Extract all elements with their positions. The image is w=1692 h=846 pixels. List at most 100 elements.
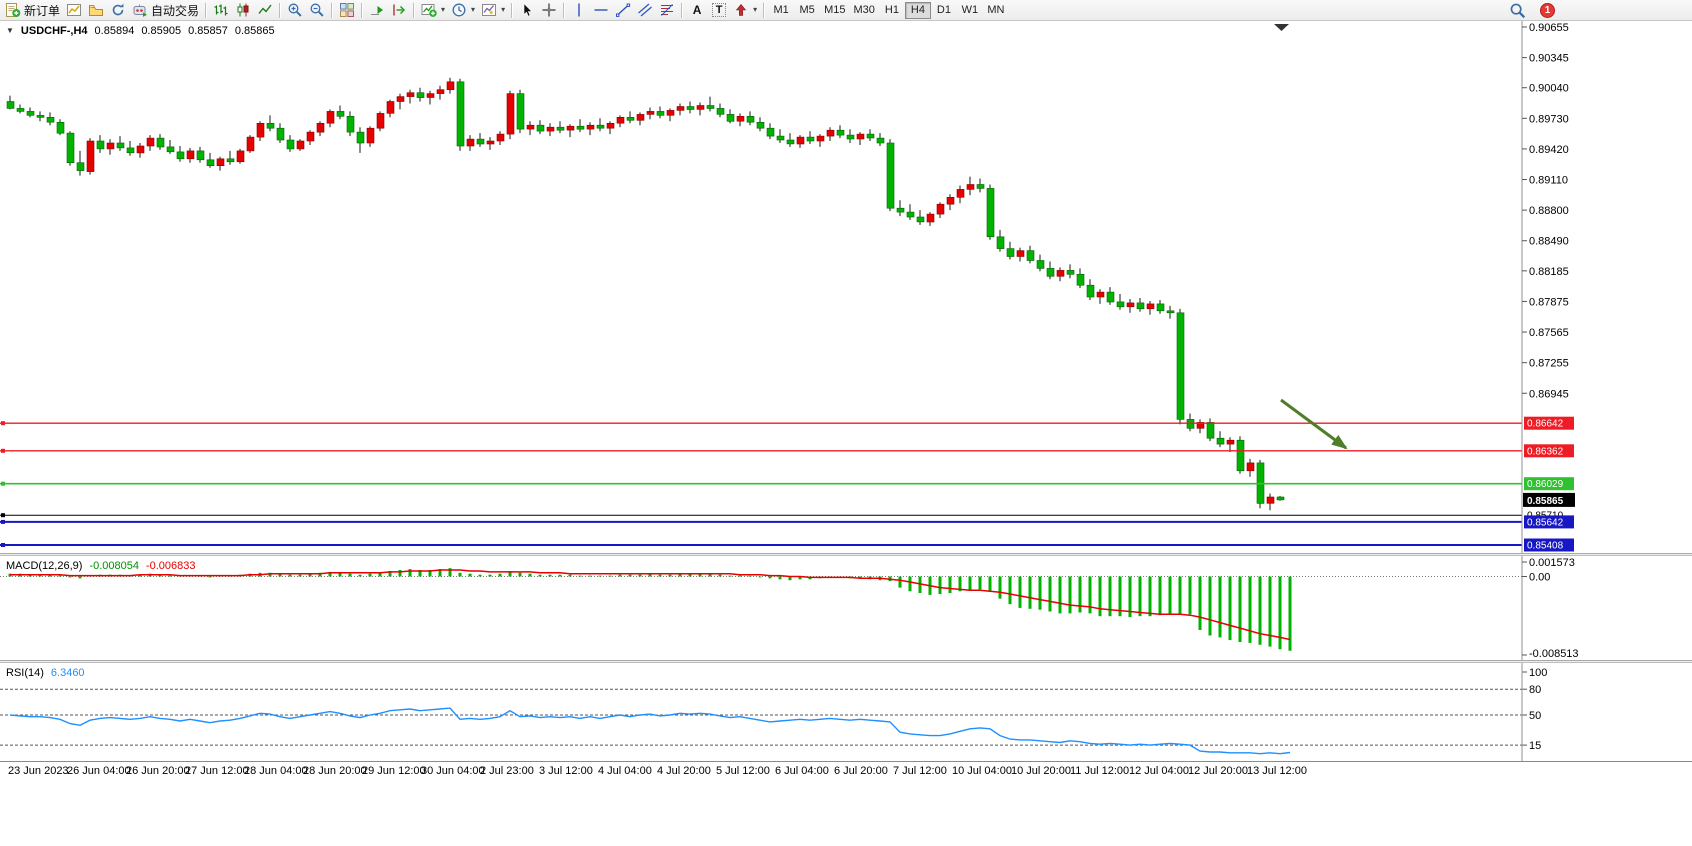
- svg-text:0.88800: 0.88800: [1529, 205, 1569, 217]
- new-chart-button[interactable]: [63, 1, 85, 20]
- tile-windows-button[interactable]: [336, 1, 358, 20]
- time-axis-label: 2 Jul 23:00: [480, 765, 534, 777]
- fibonacci-button[interactable]: [656, 1, 678, 20]
- timeframe-button-m30[interactable]: M30: [850, 2, 879, 19]
- autotrading-label: 自动交易: [151, 3, 200, 18]
- toolbar: 新订单 自动交易 ▾ ▾: [0, 0, 1692, 21]
- time-axis-label: 10 Jul 20:00: [1011, 765, 1071, 777]
- periods-clock-icon: [451, 2, 467, 18]
- toolbar-separator: [511, 2, 514, 18]
- templates-icon: [481, 2, 497, 18]
- auto-scroll-button[interactable]: [366, 1, 388, 20]
- templates-button[interactable]: ▾: [478, 1, 508, 20]
- toolbar-separator: [279, 2, 282, 18]
- cursor-button[interactable]: [516, 1, 538, 20]
- search-button[interactable]: [1506, 1, 1529, 20]
- panel-divider[interactable]: [0, 553, 1692, 556]
- candlestick-plot[interactable]: 0.90655 0.90345 0.90040 0.89730 0.89420 0.891…: [0, 21, 1692, 553]
- time-axis-label: 29 Jun 12:00: [362, 765, 426, 777]
- time-axis-label: 6 Jul 20:00: [834, 765, 888, 777]
- macd-plot[interactable]: 0.001573 0.00 -0.008513: [0, 556, 1692, 660]
- ohlc-close: 0.85865: [234, 25, 275, 37]
- time-axis-label: 13 Jul 12:00: [1247, 765, 1307, 777]
- bar-chart-icon: [213, 2, 229, 18]
- one-click-trading-toggle[interactable]: ▼: [6, 26, 14, 35]
- time-axis-label: 12 Jul 20:00: [1188, 765, 1248, 777]
- refresh-button[interactable]: [107, 1, 129, 20]
- profiles-button[interactable]: [85, 1, 107, 20]
- horizontal-line-button[interactable]: [590, 1, 612, 20]
- macd-value-main: -0.008054: [89, 560, 139, 572]
- svg-text:100: 100: [1529, 667, 1547, 679]
- time-axis-label: 7 Jul 12:00: [893, 765, 947, 777]
- timeframe-button-w1[interactable]: W1: [957, 2, 983, 19]
- timeframe-button-h4[interactable]: H4: [904, 1, 931, 19]
- zoom-out-button[interactable]: [306, 1, 328, 20]
- svg-text:0.87255: 0.87255: [1529, 358, 1569, 370]
- timeframe-button-h1[interactable]: H1: [879, 2, 905, 19]
- time-axis[interactable]: 23 Jun 2023 26 Jun 04:00 26 Jun 20:00 27 Ju…: [0, 761, 1692, 779]
- rsi-plot[interactable]: 100 80 50 15: [0, 663, 1692, 761]
- macd-histogram: [8, 568, 1292, 651]
- zoom-in-button[interactable]: [284, 1, 306, 20]
- window-filler: [0, 779, 1692, 843]
- bar-chart-button[interactable]: [210, 1, 232, 20]
- channel-button[interactable]: [634, 1, 656, 20]
- autotrading-button[interactable]: 自动交易: [129, 1, 202, 20]
- svg-text:0.88185: 0.88185: [1529, 266, 1569, 278]
- time-axis-label: 28 Jun 20:00: [303, 765, 367, 777]
- timeframe-button-d1[interactable]: D1: [931, 2, 957, 19]
- toolbar-separator: [361, 2, 364, 18]
- svg-text:0.85865: 0.85865: [1527, 496, 1564, 507]
- macd-signal-line: [10, 569, 1291, 641]
- ohlc-high: 0.85905: [141, 25, 182, 37]
- timeframe-button-m5[interactable]: M5: [794, 2, 820, 19]
- trendline-button[interactable]: [612, 1, 634, 20]
- toolbar-separator: [331, 2, 334, 18]
- periods-button[interactable]: ▾: [448, 1, 478, 20]
- timeframe-button-m15[interactable]: M15: [820, 2, 849, 19]
- svg-text:0.85408: 0.85408: [1527, 541, 1564, 552]
- panel-divider[interactable]: [0, 660, 1692, 663]
- rsi-panel: 100 80 50 15 RSI(14) 6.3460: [0, 663, 1692, 761]
- line-chart-icon: [257, 2, 273, 18]
- crosshair-button[interactable]: [538, 1, 560, 20]
- rsi-label: RSI(14) 6.3460: [6, 667, 85, 679]
- line-chart-button[interactable]: [254, 1, 276, 20]
- svg-text:0.90040: 0.90040: [1529, 83, 1569, 95]
- new-chart-icon: [66, 2, 82, 18]
- time-axis-label: 6 Jul 04:00: [775, 765, 829, 777]
- svg-text:0.001573: 0.001573: [1529, 557, 1575, 569]
- candlestick-chart-button[interactable]: [232, 1, 254, 20]
- channel-icon: [637, 2, 653, 18]
- indicators-button[interactable]: ▾: [418, 1, 448, 20]
- vertical-line-button[interactable]: [568, 1, 590, 20]
- chart-shift-button[interactable]: [388, 1, 410, 20]
- text-label-button[interactable]: T: [708, 1, 730, 20]
- indicators-icon: [421, 2, 437, 18]
- horizontal-lines: [0, 421, 1522, 547]
- timeframe-button-m1[interactable]: M1: [768, 2, 794, 19]
- timeframe-toolbar: M1 M5 M15 M30 H1 H4 D1 W1 MN: [768, 1, 1009, 19]
- time-axis-label: 27 Jun 12:00: [185, 765, 249, 777]
- zoom-out-icon: [309, 2, 325, 18]
- cursor-icon: [519, 2, 535, 18]
- notification-badge[interactable]: 1: [1540, 3, 1555, 18]
- new-order-icon: [5, 2, 21, 18]
- svg-text:0.86945: 0.86945: [1529, 388, 1569, 400]
- horizontal-line-icon: [593, 2, 609, 18]
- timeframe-button-mn[interactable]: MN: [983, 2, 1009, 19]
- rsi-line: [9, 707, 1291, 755]
- chart-shift-marker: [1274, 24, 1289, 31]
- time-axis-label: 28 Jun 04:00: [244, 765, 308, 777]
- svg-text:0.87875: 0.87875: [1529, 296, 1569, 308]
- text-button[interactable]: A: [686, 1, 708, 20]
- chevron-down-icon: ▾: [471, 5, 476, 14]
- new-order-button[interactable]: 新订单: [2, 1, 63, 20]
- arrows-button[interactable]: ▾: [730, 1, 760, 20]
- text-icon: A: [692, 3, 702, 17]
- auto-scroll-icon: [369, 2, 385, 18]
- time-axis-label: 12 Jul 04:00: [1129, 765, 1189, 777]
- chart-window: 0.90655 0.90345 0.90040 0.89730 0.89420 0.891…: [0, 21, 1692, 846]
- candlestick-chart-icon: [235, 2, 251, 18]
